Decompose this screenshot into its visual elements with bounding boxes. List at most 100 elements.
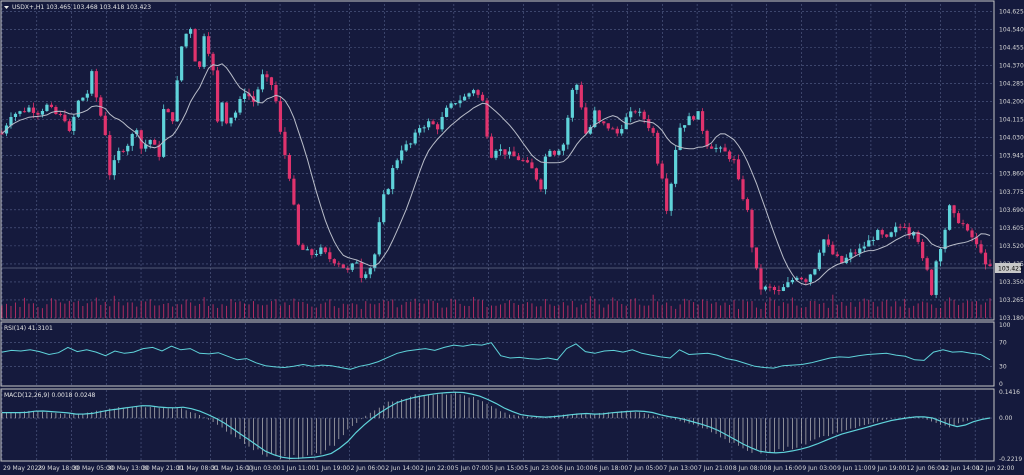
candle-body	[368, 268, 372, 275]
candle-body	[153, 139, 157, 145]
price-tick-label: 104.200	[999, 99, 1024, 106]
price-tick-label: 103.520	[999, 243, 1024, 250]
candle-body	[889, 232, 893, 237]
time-tick-label: 8 Jun 08:00	[733, 465, 767, 472]
candle-body	[319, 247, 323, 254]
candle-body	[921, 241, 925, 259]
candle-body	[543, 156, 547, 190]
time-tick-label: 7 Jun 05:00	[629, 465, 663, 472]
candle-body	[970, 230, 974, 238]
price-panel-header: USDX+,H1 103.465 103.468 103.418 103.423	[12, 4, 151, 11]
candle-body	[795, 277, 799, 281]
time-tick-label: 2 Jun 14:00	[385, 465, 419, 472]
candle-body	[633, 111, 637, 113]
candle-body	[894, 226, 898, 233]
time-tick-label: 8 Jun 16:00	[768, 465, 802, 472]
candle-body	[296, 204, 300, 245]
candle-body	[736, 159, 741, 180]
rsi-tick-label: 0	[999, 381, 1003, 388]
candle-body	[579, 84, 583, 108]
candle-body	[233, 112, 238, 118]
time-tick-label: 12 Jun 14:00	[941, 465, 979, 472]
candle-body	[683, 125, 687, 128]
candle-body	[126, 145, 130, 152]
candle-body	[674, 149, 678, 184]
candle-body	[301, 244, 305, 250]
candle-body	[13, 113, 18, 118]
candle-body	[983, 252, 988, 265]
candle-body	[705, 130, 709, 147]
time-tick-label: 2 Jun 22:00	[420, 465, 454, 472]
candle-body	[952, 205, 956, 214]
candle-body	[588, 127, 592, 134]
candle-body	[22, 111, 27, 113]
candle-body	[943, 229, 947, 250]
triangle-down-icon[interactable]	[4, 6, 9, 9]
candle-body	[840, 255, 844, 263]
candle-body	[826, 239, 830, 245]
candle-body	[750, 210, 754, 248]
candle-body	[777, 290, 781, 292]
candle-body	[844, 257, 848, 263]
macd-axis: 0.1416 0.00 -0.2219	[999, 389, 1022, 463]
candle-body	[485, 100, 489, 137]
candle-body	[229, 117, 233, 124]
candle-body	[570, 89, 574, 118]
candle-body	[58, 114, 62, 116]
candle-body	[700, 111, 705, 131]
candle-body	[660, 163, 664, 179]
candle-body	[898, 226, 902, 228]
candle-body	[27, 107, 31, 112]
candle-body	[224, 102, 229, 124]
candle-body	[853, 252, 857, 254]
candle-body	[238, 99, 242, 113]
candle-body	[552, 150, 556, 155]
candle-body	[692, 116, 696, 120]
candle-body	[193, 29, 197, 62]
time-tick-label: 9 Jun 11:00	[837, 465, 871, 472]
rsi-panel-frame	[0, 321, 995, 387]
macd-panel-header: MACD(12,26,9) 0.0018 0.0248	[4, 392, 96, 399]
candle-body	[629, 111, 633, 118]
candle-body	[871, 239, 875, 241]
price-tick-label: 103.605	[999, 225, 1024, 232]
time-tick-label: 7 Jun 13:00	[663, 465, 697, 472]
candle-body	[260, 74, 265, 90]
time-tick-label: 31 May 16:00	[212, 465, 253, 472]
rsi-panel-header: RSI(14) 41.3101	[4, 325, 53, 332]
candle-body	[278, 101, 283, 132]
time-tick-label: 12 Jun 06:00	[907, 465, 945, 472]
price-tick-label: 104.625	[999, 8, 1024, 15]
candle-body	[130, 134, 134, 146]
candle-body	[961, 223, 965, 225]
candle-body	[539, 179, 543, 190]
candle-body	[813, 269, 817, 275]
time-tick-label: 29 May 2023	[3, 465, 42, 472]
candle-body	[638, 111, 642, 113]
candle-body	[516, 156, 521, 161]
candle-body	[355, 262, 359, 264]
candle-body	[453, 103, 458, 105]
candle-body	[763, 286, 768, 290]
candle-body	[561, 144, 565, 151]
candle-body	[36, 112, 40, 115]
candle-body	[606, 123, 610, 129]
candle-body	[956, 213, 961, 224]
time-tick-label: 6 Jun 18:00	[594, 465, 628, 472]
time-tick-label: 6 Jun 10:00	[559, 465, 593, 472]
candle-body	[817, 252, 821, 270]
candle-body	[135, 130, 139, 135]
candle-body	[799, 277, 803, 280]
price-tick-label: 103.945	[999, 153, 1024, 160]
rsi-tick-label: 100	[999, 322, 1011, 329]
candle-body	[480, 94, 485, 101]
current-price-box	[995, 263, 1021, 273]
candle-body	[382, 194, 386, 223]
candle-body	[49, 104, 53, 107]
candle-body	[211, 53, 215, 71]
candle-body	[512, 151, 516, 157]
rsi-tick-label: 70	[999, 340, 1007, 347]
price-tick-label: 104.370	[999, 63, 1024, 70]
candle-body	[184, 33, 188, 47]
